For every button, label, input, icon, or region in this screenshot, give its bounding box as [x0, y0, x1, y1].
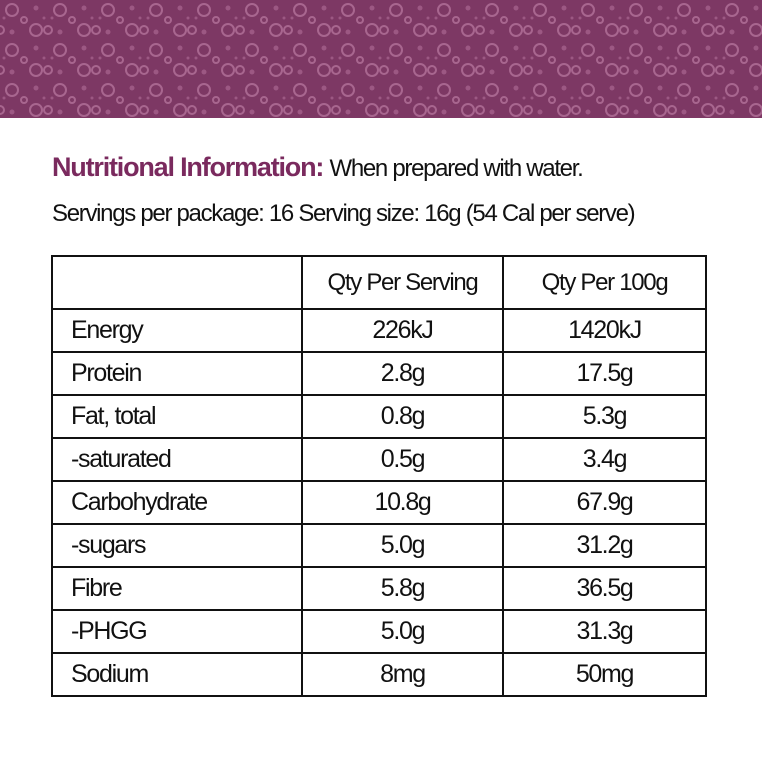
table-cell: 0.8g: [301, 394, 504, 439]
table-cell: 2.8g: [301, 351, 504, 396]
servings: Servings per package: 16 Serving size: 1…: [52, 200, 636, 227]
table-cell: Qty Per 100g: [502, 255, 707, 310]
table-cell: Qty Per Serving: [301, 255, 504, 310]
table-row: -PHGG 5.0g 31.3g: [51, 609, 707, 654]
table-cell: 0.5g: [301, 437, 504, 482]
table-cell: 31.3g: [502, 609, 707, 654]
table-cell: 226kJ: [301, 308, 504, 353]
table-cell: 5.0g: [301, 609, 504, 654]
nutrition-table: Qty Per Serving Qty Per 100g Energy 226kJ 14…: [51, 255, 707, 697]
table-cell: 67.9g: [502, 480, 707, 525]
table-row: -sugars 5.0g 31.2g: [51, 523, 707, 568]
table-cell: Carbohydrate: [51, 480, 303, 525]
header-row: Qty Per Serving Qty Per 100g: [51, 255, 707, 310]
table-row: Sodium 8mg 50mg: [51, 652, 707, 697]
table-cell: 3.4g: [502, 437, 707, 482]
subtitle: When prepared with water.: [329, 155, 583, 182]
table-cell: 10.8g: [301, 480, 504, 525]
table-cell: 36.5g: [502, 566, 707, 611]
table-cell: -PHGG: [51, 609, 303, 654]
table-row: Fibre 5.8g 36.5g: [51, 566, 707, 611]
table-cell: 8mg: [301, 652, 504, 697]
table-row: Protein 2.8g 17.5g: [51, 351, 707, 396]
table-cell: 17.5g: [502, 351, 707, 396]
table-cell: [51, 255, 303, 310]
table-row: Carbohydrate 10.8g 67.9g: [51, 480, 707, 525]
table-cell: Fat, total: [51, 394, 303, 439]
table-cell: 5.3g: [502, 394, 707, 439]
table-cell: 1420kJ: [502, 308, 707, 353]
table-cell: 5.0g: [301, 523, 504, 568]
table-cell: 5.8g: [301, 566, 504, 611]
table-row: Fat, total 0.8g 5.3g: [51, 394, 707, 439]
table-row: -saturated 0.5g 3.4g: [51, 437, 707, 482]
table-row: Energy 226kJ 1420kJ: [51, 308, 707, 353]
title: Nutritional Information:: [52, 152, 324, 182]
table-cell: Sodium: [51, 652, 303, 697]
title-line: Nutritional Information: When prepared w…: [52, 152, 584, 183]
table-cell: -saturated: [51, 437, 303, 482]
table-cell: 50mg: [502, 652, 707, 697]
table-cell: Fibre: [51, 566, 303, 611]
table-cell: -sugars: [51, 523, 303, 568]
table-cell: Energy: [51, 308, 303, 353]
decorative-banner: [0, 0, 762, 118]
table-cell: Protein: [51, 351, 303, 396]
table-cell: 31.2g: [502, 523, 707, 568]
